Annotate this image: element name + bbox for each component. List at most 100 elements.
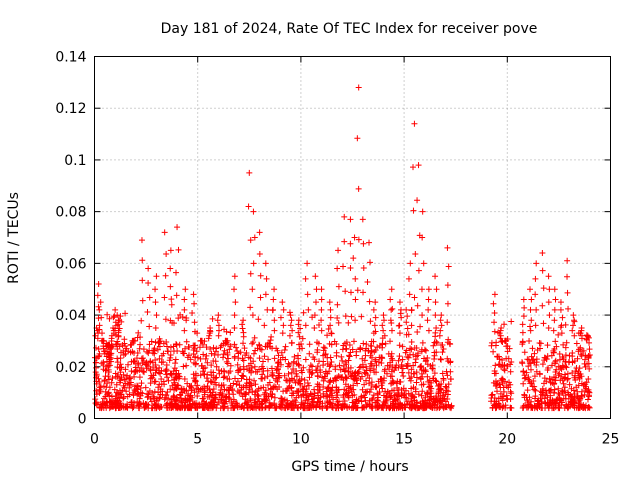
- data-point: [525, 403, 532, 410]
- data-point: [153, 273, 160, 280]
- data-point: [223, 398, 230, 405]
- data-point: [335, 247, 342, 254]
- data-point: [368, 348, 375, 355]
- data-point: [301, 383, 308, 390]
- data-point: [232, 299, 239, 306]
- data-point: [316, 358, 323, 365]
- data-point: [501, 337, 508, 344]
- data-point: [277, 361, 284, 368]
- data-point: [206, 330, 213, 337]
- data-point: [105, 368, 112, 375]
- data-point: [151, 346, 158, 353]
- data-point: [208, 362, 215, 369]
- data-point: [489, 391, 496, 398]
- data-point: [413, 399, 420, 406]
- data-point: [294, 352, 301, 359]
- data-point: [131, 399, 138, 406]
- data-point: [116, 325, 123, 332]
- data-point: [109, 343, 116, 350]
- data-point: [144, 308, 151, 315]
- data-point: [419, 312, 426, 319]
- data-point: [497, 384, 504, 391]
- data-point: [112, 370, 119, 377]
- data-point: [561, 405, 568, 412]
- data-point: [320, 344, 327, 351]
- data-point: [205, 335, 212, 342]
- data-point: [192, 360, 199, 367]
- data-point: [443, 403, 450, 410]
- data-point: [328, 387, 335, 394]
- data-point: [358, 398, 365, 405]
- data-point: [324, 392, 331, 399]
- data-point: [296, 345, 303, 352]
- data-point: [549, 397, 556, 404]
- data-point: [350, 255, 357, 262]
- data-point: [552, 400, 559, 407]
- data-point: [145, 402, 152, 409]
- data-point: [203, 344, 210, 351]
- data-point: [355, 84, 362, 91]
- data-point: [245, 389, 252, 396]
- data-point: [406, 375, 413, 382]
- data-point: [208, 379, 215, 386]
- data-point: [327, 377, 334, 384]
- data-point: [562, 352, 569, 359]
- data-point: [298, 341, 305, 348]
- data-point: [159, 388, 166, 395]
- data-point: [95, 281, 102, 288]
- data-point: [156, 343, 163, 350]
- data-point: [306, 374, 313, 381]
- data-point: [118, 374, 125, 381]
- data-point: [103, 343, 110, 350]
- data-point: [104, 311, 111, 318]
- data-point: [360, 240, 367, 247]
- data-point: [410, 362, 417, 369]
- data-point: [521, 402, 528, 409]
- data-point: [551, 317, 558, 324]
- data-point: [183, 362, 190, 369]
- data-point: [420, 405, 427, 412]
- data-point: [403, 394, 410, 401]
- data-point: [361, 369, 368, 376]
- data-point: [148, 398, 155, 405]
- y-tick-label: 0.12: [55, 101, 86, 117]
- data-point: [528, 353, 535, 360]
- data-point: [229, 402, 236, 409]
- data-point: [313, 286, 320, 293]
- data-point: [147, 359, 154, 366]
- y-tick-label: 0.06: [55, 256, 86, 272]
- data-point: [436, 381, 443, 388]
- data-point: [96, 386, 103, 393]
- y-tick-label: 0.04: [55, 308, 86, 324]
- data-point: [114, 397, 121, 404]
- data-point: [405, 369, 412, 376]
- data-point: [403, 319, 410, 326]
- data-point: [200, 365, 207, 372]
- data-point: [524, 356, 531, 363]
- data-point: [373, 399, 380, 406]
- data-point: [499, 380, 506, 387]
- data-point: [419, 373, 426, 380]
- data-point: [583, 336, 590, 343]
- data-point: [561, 387, 568, 394]
- data-point: [160, 359, 167, 366]
- data-point: [314, 372, 321, 379]
- data-point: [145, 280, 152, 287]
- data-point: [197, 355, 204, 362]
- data-point: [123, 388, 130, 395]
- data-point: [360, 340, 367, 347]
- data-point: [532, 291, 539, 298]
- data-point: [207, 345, 214, 352]
- data-point: [181, 296, 188, 303]
- data-point: [139, 355, 146, 362]
- data-point: [337, 374, 344, 381]
- data-point: [98, 314, 105, 321]
- data-point: [302, 388, 309, 395]
- data-point: [418, 286, 425, 293]
- data-point: [318, 317, 325, 324]
- data-point: [491, 319, 498, 326]
- y-tick-label: 0.1: [64, 153, 86, 169]
- data-point: [523, 369, 530, 376]
- data-point: [432, 312, 439, 319]
- data-point: [534, 346, 541, 353]
